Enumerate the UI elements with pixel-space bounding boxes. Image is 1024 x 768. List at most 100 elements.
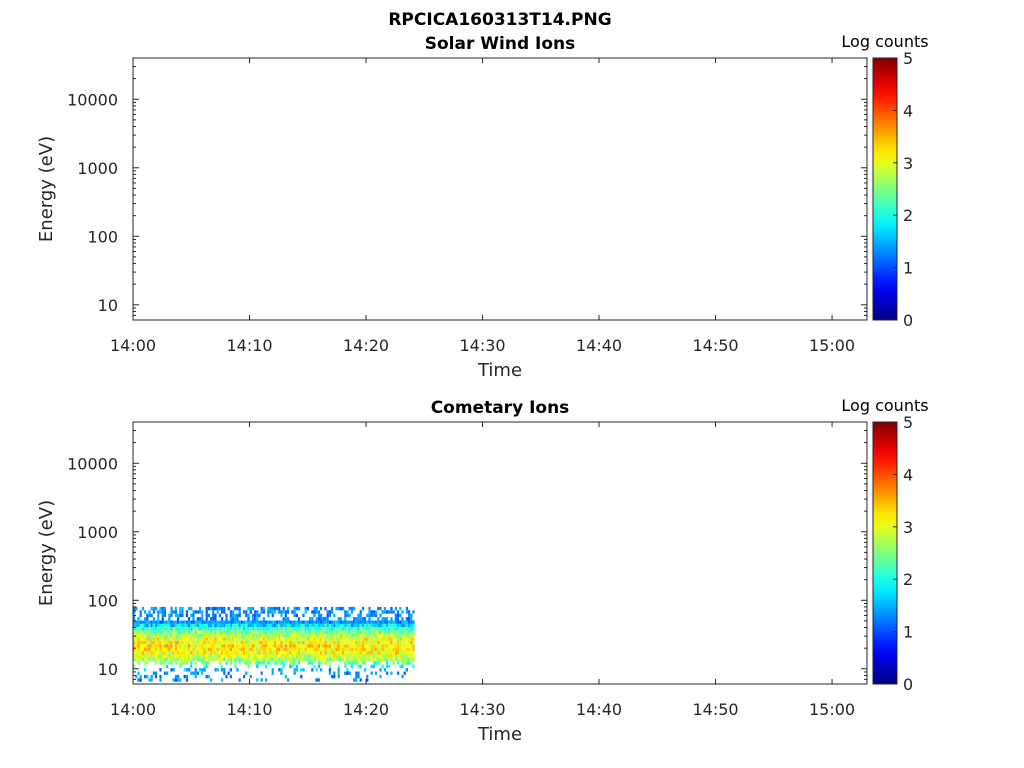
spectrogram-cell: [262, 630, 265, 635]
spectrogram-cell: [210, 657, 213, 662]
spectrogram-cell: [159, 606, 162, 611]
spectrogram-cell: [397, 657, 400, 662]
spectrogram-cell: [388, 644, 391, 648]
spectrogram-cell: [247, 654, 250, 658]
spectrogram-cell: [205, 630, 208, 635]
spectrogram-cell: [364, 620, 367, 624]
spectrogram-cell: [247, 661, 250, 665]
spectrogram-cell: [133, 606, 136, 611]
spectrogram-cell: [203, 657, 206, 662]
spectrogram-cell: [287, 647, 290, 652]
spectrogram-cell: [313, 634, 316, 638]
spectrogram-cell: [152, 606, 155, 611]
spectrogram-cell: [394, 651, 397, 655]
spectrogram-cell: [225, 644, 228, 648]
spectrogram-cell: [152, 640, 155, 645]
spectrogram-cell: [150, 674, 153, 679]
spectrogram-cell: [262, 647, 265, 652]
colorbar-tick-label: 0: [903, 311, 913, 330]
spectrogram-cell: [403, 637, 406, 641]
spectrogram-cell: [366, 637, 369, 641]
spectrogram-cell: [265, 620, 268, 624]
spectrogram-cell: [333, 623, 336, 628]
spectrogram-cell: [293, 613, 296, 618]
spectrogram-cell: [306, 620, 309, 624]
spectrogram-cell: [157, 630, 160, 635]
spectrogram-cell: [174, 678, 177, 682]
spectrogram-cell: [326, 634, 329, 638]
spectrogram-cell: [214, 634, 217, 638]
spectrogram-cell: [210, 606, 213, 611]
spectrogram-cell: [229, 674, 232, 679]
spectrogram-cell: [405, 637, 408, 641]
spectrogram-cell: [293, 671, 296, 675]
spectrogram-cell: [139, 637, 142, 641]
spectrogram-cell: [236, 634, 239, 638]
spectrogram-cell: [258, 657, 261, 662]
spectrogram-cell: [247, 627, 250, 631]
spectrogram-cell: [194, 668, 197, 672]
spectrogram-cell: [201, 654, 204, 658]
spectrogram-cell: [405, 640, 408, 645]
spectrogram-cell: [401, 654, 404, 658]
y-tick-label: 10000: [67, 454, 118, 473]
spectrogram-cell: [146, 637, 149, 641]
spectrogram-cell: [298, 630, 301, 635]
spectrogram-cell: [401, 637, 404, 641]
spectrogram-cell: [342, 627, 345, 631]
spectrogram-cell: [238, 644, 241, 648]
spectrogram-cell: [408, 657, 411, 662]
spectrogram-cell: [221, 623, 224, 628]
spectrogram-cell: [276, 640, 279, 645]
spectrogram-cell: [317, 661, 320, 665]
spectrogram-cell: [304, 630, 307, 635]
spectrogram-cell: [144, 654, 147, 658]
spectrogram-cell: [265, 678, 268, 682]
spectrogram-cell: [359, 678, 362, 682]
spectrogram-cell: [271, 647, 274, 652]
spectrogram-cell: [320, 644, 323, 648]
spectrogram-cell: [342, 634, 345, 638]
spectrogram-cell: [249, 651, 252, 655]
spectrogram-cell: [146, 657, 149, 662]
spectrogram-cell: [381, 634, 384, 638]
spectrogram-cell: [185, 651, 188, 655]
spectrogram-cell: [372, 644, 375, 648]
spectrogram-cell: [313, 644, 316, 648]
spectrogram-cell: [278, 634, 281, 638]
spectrogram-cell: [300, 640, 303, 645]
panel-title: Solar Wind Ions: [425, 34, 576, 54]
spectrogram-cell: [337, 647, 340, 652]
spectrogram-cell: [401, 610, 404, 614]
spectrogram-cell: [386, 647, 389, 652]
spectrogram-cell: [370, 620, 373, 624]
spectrogram-cell: [139, 640, 142, 645]
spectrogram-cell: [381, 620, 384, 624]
spectrogram-cell: [240, 640, 243, 645]
spectrogram-cell: [377, 630, 380, 635]
spectrogram-cell: [146, 617, 149, 621]
spectrogram-cell: [236, 617, 239, 621]
spectrogram-cell: [146, 654, 149, 658]
x-tick-label: 14:50: [692, 336, 738, 355]
spectrogram-cell: [397, 630, 400, 635]
spectrogram-cell: [166, 627, 169, 631]
spectrogram-cell: [212, 651, 215, 655]
spectrogram-cell: [177, 640, 180, 645]
spectrogram-cell: [405, 623, 408, 628]
spectrogram-cell: [386, 654, 389, 658]
spectrogram-cell: [273, 634, 276, 638]
spectrogram-cell: [383, 620, 386, 624]
spectrogram-cell: [390, 610, 393, 614]
spectrogram-cell: [190, 661, 193, 665]
spectrogram-cell: [201, 657, 204, 662]
spectrogram-cell: [245, 630, 248, 635]
spectrogram-cell: [212, 630, 215, 635]
spectrogram-cell: [337, 630, 340, 635]
spectrogram-cell: [353, 606, 356, 611]
spectrogram-cell: [139, 657, 142, 662]
spectrogram-cell: [183, 661, 186, 665]
spectrogram-cell: [260, 651, 263, 655]
spectrogram-cell: [214, 617, 217, 621]
spectrogram-cell: [174, 647, 177, 652]
